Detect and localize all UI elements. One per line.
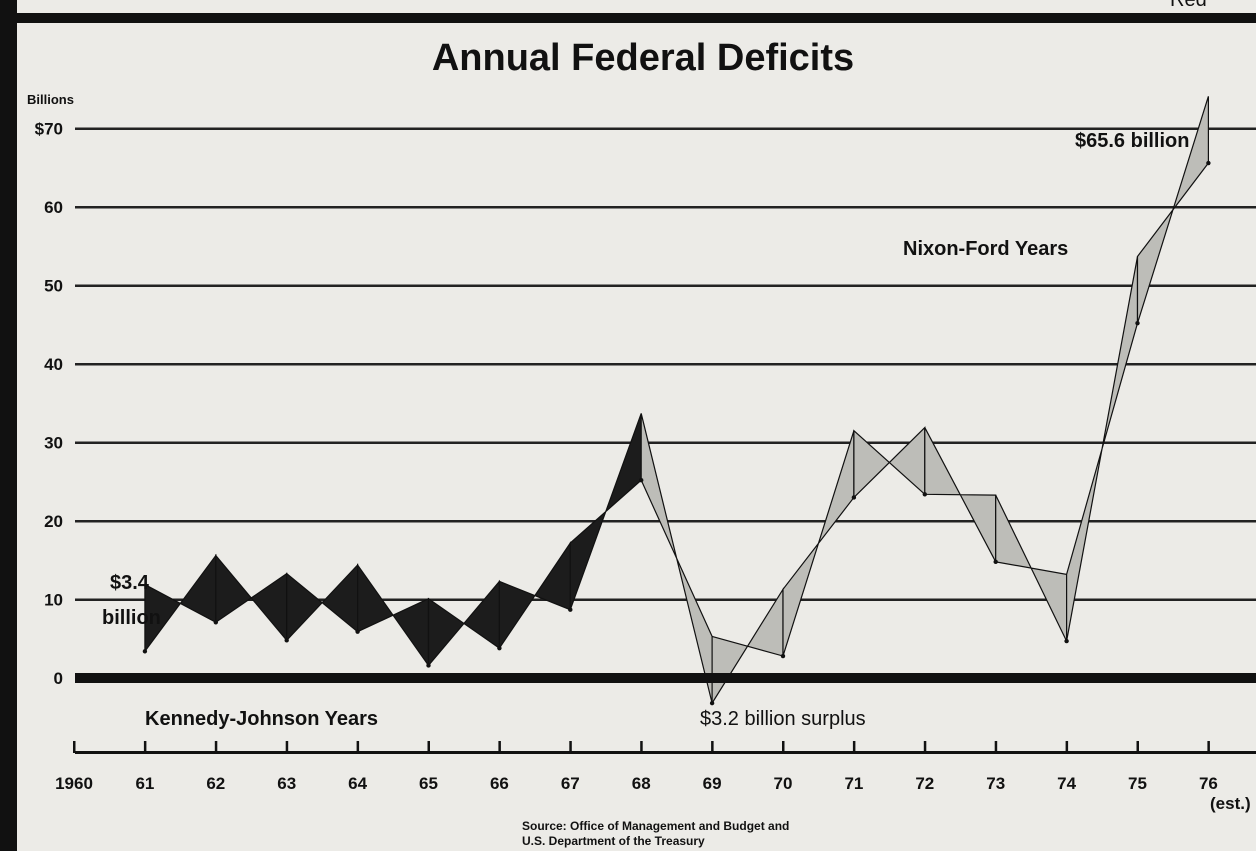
x-tick-mark (711, 741, 714, 753)
y-tick-label: 10 (44, 591, 63, 610)
x-tick-mark (1136, 741, 1139, 753)
data-point-1976 (1206, 160, 1211, 166)
ribbon-segment-1969-1970 (711, 587, 784, 706)
data-point-1962 (213, 620, 218, 625)
x-tick-mark (214, 741, 218, 753)
y-tick-label: 50 (44, 277, 63, 296)
gridline (75, 441, 1256, 444)
data-point-1964 (355, 629, 360, 634)
frame-left-rule (0, 0, 17, 851)
x-tick-mark (569, 741, 572, 753)
x-tick-label: 64 (348, 774, 367, 793)
x-tick-label: 65 (419, 774, 438, 793)
ribbon-segment-1961-1962 (144, 553, 217, 654)
data-point-1974 (1064, 638, 1069, 644)
era-label-nixon-ford: Nixon-Ford Years (903, 238, 1068, 260)
x-tick-mark (427, 741, 430, 753)
y-tick-label: 20 (44, 512, 63, 531)
x-tick-mark (640, 741, 643, 753)
data-point-1966 (497, 645, 502, 651)
ribbon-segment-1974-1975 (1065, 256, 1139, 642)
y-tick-label: 30 (44, 434, 63, 453)
era-label-kennedy-johnson: Kennedy-Johnson Years (145, 708, 378, 730)
source-line-2: U.S. Department of the Treasury (522, 834, 705, 848)
surplus-label: $3.2 billion surplus (700, 708, 866, 730)
x-tick-mark (923, 741, 927, 753)
x-tick-label: 70 (774, 774, 793, 793)
y-axis-unit-label: Billions (27, 92, 74, 107)
x-tick-label: 75 (1128, 774, 1147, 793)
x-tick-mark (782, 741, 785, 753)
deficit-ribbons (142, 96, 1211, 706)
ribbon-segment-1966-1967 (498, 541, 571, 651)
ribbon-segment-1963-1964 (286, 563, 359, 642)
x-tick-mark (1207, 741, 1210, 753)
y-tick-label: 60 (44, 198, 63, 217)
data-point-1965 (426, 663, 431, 668)
ribbon-segment-1972-1973 (924, 427, 997, 563)
gridline (75, 284, 1256, 287)
gridline (75, 206, 1256, 209)
chart-title: Annual Federal Deficits (432, 37, 854, 79)
data-point-1963 (284, 638, 289, 643)
data-point-1970 (780, 653, 786, 659)
x-tick-label: 72 (915, 774, 934, 793)
x-tick-note-est: (est.) (1210, 794, 1251, 813)
data-point-1969 (709, 700, 715, 706)
x-tick-label: 73 (986, 774, 1005, 793)
data-point-1971 (851, 495, 857, 500)
ribbon-segment-1970-1971 (782, 430, 855, 657)
ribbon-segment-1975-1976 (1136, 96, 1210, 324)
zero-baseline (75, 673, 1256, 683)
x-tick-label: 69 (703, 774, 722, 793)
corner-text: Red (1170, 0, 1207, 11)
x-tick-label: 76 (1199, 774, 1218, 793)
gridline (75, 127, 1256, 130)
y-tick-label: 40 (44, 355, 63, 374)
ribbon-segment-1964-1965 (357, 563, 430, 668)
ribbon-segment-1965-1966 (427, 579, 500, 668)
y-tick-label: $70 (35, 120, 63, 139)
x-tick-label: 62 (206, 774, 225, 793)
frame-top-rule (0, 13, 1256, 23)
x-tick-mark (143, 741, 147, 753)
x-tick-mark (73, 741, 76, 753)
ribbon-segment-1968-1969 (640, 413, 713, 704)
x-tick-label: 66 (490, 774, 509, 793)
data-point-1967 (568, 607, 573, 612)
ribbon-segment-1973-1974 (995, 494, 1068, 642)
ribbon-segment-1962-1963 (215, 553, 288, 642)
x-tick-mark (1065, 741, 1069, 753)
x-tick-mark (285, 741, 289, 753)
x-tick-mark (994, 741, 998, 753)
x-axis-line (75, 751, 1256, 754)
gridline (75, 598, 1256, 601)
data-point-1973 (993, 559, 998, 565)
x-tick-mark (356, 741, 360, 753)
data-point-1972 (922, 492, 927, 497)
start-value-label-line2: billion (102, 607, 161, 629)
gridline (75, 363, 1256, 366)
x-tick-label: 67 (561, 774, 580, 793)
data-point-1961 (142, 649, 148, 654)
data-point-1975 (1135, 320, 1140, 326)
peak-value-label: $65.6 billion (1075, 130, 1189, 152)
x-tick-mark (852, 741, 856, 753)
x-tick-mark (498, 741, 501, 753)
x-tick-label: 1960 (55, 774, 93, 793)
x-tick-labels: 1960 61 62 63 64 65 66 67 68 69 70 71 72 73 74 75 76 (55, 741, 1218, 793)
y-tick-label: 0 (54, 669, 63, 688)
x-tick-label: 74 (1057, 774, 1076, 793)
y-tick-labels: $70 60 50 40 30 20 10 0 (35, 120, 63, 689)
x-tick-label: 63 (277, 774, 296, 793)
data-point-1968 (639, 477, 644, 483)
ribbon-segment-1971-1972 (853, 426, 926, 499)
x-tick-label: 71 (844, 774, 863, 793)
start-value-label-line1: $3.4 (110, 572, 150, 594)
source-line-1: Source: Office of Management and Budget … (522, 819, 789, 833)
x-tick-label: 68 (632, 774, 651, 793)
x-tick-label: 61 (135, 774, 154, 793)
